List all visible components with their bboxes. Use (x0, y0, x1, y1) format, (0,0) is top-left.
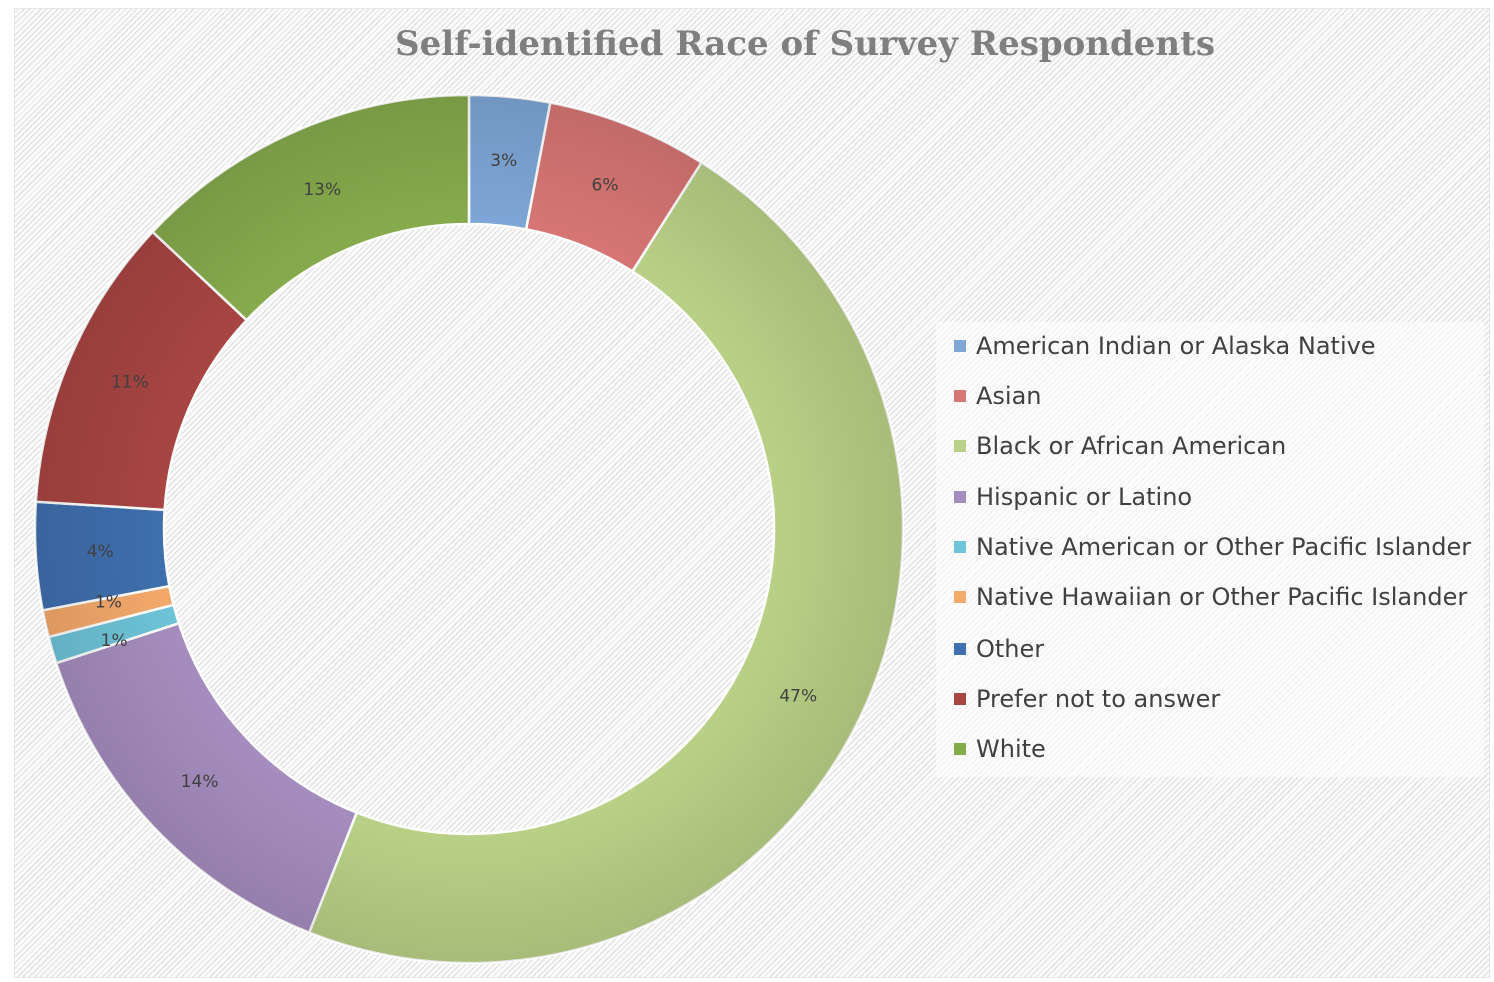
legend-swatch (954, 693, 966, 705)
slice-label-asian: 6% (592, 175, 619, 195)
chart-legend: American Indian or Alaska Native Asian Bla… (936, 322, 1484, 777)
donut-slice-black-or-african-american[interactable] (307, 160, 905, 965)
slice-label-american-indian-or-alaska-native: 3% (490, 151, 517, 171)
legend-label: Asian (976, 382, 1042, 410)
legend-label: Other (976, 635, 1045, 663)
slice-label-black-or-african-american: 47% (779, 687, 817, 707)
slice-label-native-hawaiian-or-other-pacific-islander: 1% (95, 593, 122, 613)
chart-title: Self-identified Race of Survey Responden… (395, 24, 1215, 64)
legend-item-native-american-or-other-pacific-islander[interactable]: Native American or Other Pacific Islande… (954, 532, 1471, 562)
slice-label-prefer-not-to-answer: 11% (111, 372, 149, 392)
legend-label: Black or African American (976, 432, 1287, 460)
legend-swatch (954, 440, 966, 452)
legend-item-native-hawaiian-or-other-pacific-islander[interactable]: Native Hawaiian or Other Pacific Islande… (954, 582, 1467, 612)
legend-label: White (976, 735, 1046, 763)
legend-swatch (954, 541, 966, 553)
legend-item-prefer-not-to-answer[interactable]: Prefer not to answer (954, 684, 1220, 714)
legend-item-black-or-african-american[interactable]: Black or African American (954, 431, 1286, 461)
legend-label: American Indian or Alaska Native (976, 332, 1376, 360)
legend-label: Native Hawaiian or Other Pacific Islande… (976, 583, 1468, 611)
legend-item-american-indian-or-alaska-native[interactable]: American Indian or Alaska Native (954, 331, 1376, 361)
legend-swatch (954, 390, 966, 402)
legend-swatch (954, 643, 966, 655)
legend-item-white[interactable]: White (954, 734, 1046, 764)
legend-item-asian[interactable]: Asian (954, 381, 1042, 411)
legend-label: Prefer not to answer (976, 685, 1221, 713)
legend-swatch (954, 491, 966, 503)
slice-label-hispanic-or-latino: 14% (181, 772, 219, 792)
legend-item-other[interactable]: Other (954, 634, 1044, 664)
legend-swatch (954, 340, 966, 352)
legend-swatch (954, 591, 966, 603)
legend-label: Hispanic or Latino (976, 483, 1193, 511)
slice-label-other: 4% (87, 542, 114, 562)
slice-label-white: 13% (303, 180, 341, 200)
legend-swatch (954, 743, 966, 755)
legend-label: Native American or Other Pacific Islande… (976, 533, 1472, 561)
legend-item-hispanic-or-latino[interactable]: Hispanic or Latino (954, 482, 1192, 512)
slice-label-native-american-or-other-pacific-islander: 1% (101, 631, 128, 651)
